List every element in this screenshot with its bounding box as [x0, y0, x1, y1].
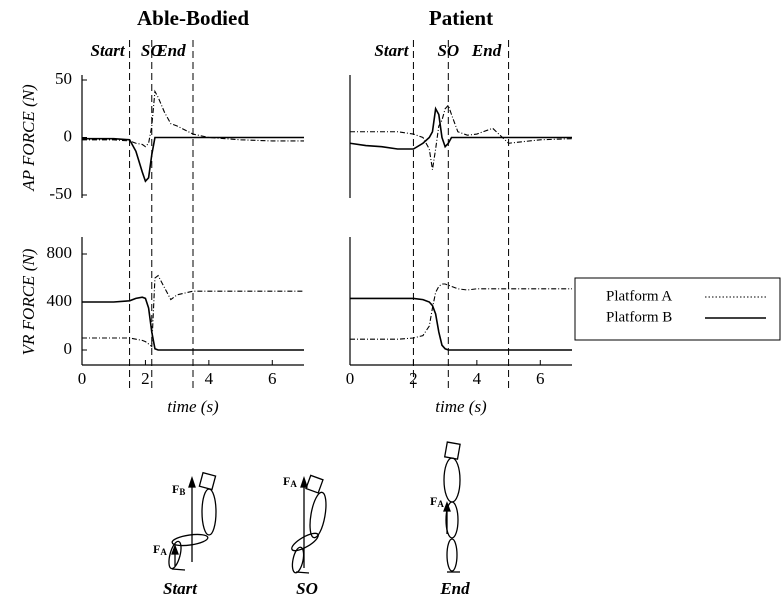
stick-figure: [444, 442, 460, 572]
chart-title: Able-Bodied: [137, 6, 249, 30]
y-tick-label: 800: [47, 243, 73, 262]
event-label: SO: [437, 41, 459, 60]
y-tick-label: -50: [49, 184, 72, 203]
event-label: Start: [374, 41, 409, 60]
stick-figure: [290, 475, 329, 573]
x-tick-label: 4: [205, 369, 214, 388]
x-axis-label: time (s): [167, 397, 219, 416]
force-label: FB: [172, 482, 185, 497]
series-line: [350, 109, 572, 149]
x-tick-label: 2: [409, 369, 418, 388]
figure: Platform A Platform B: [0, 0, 781, 602]
y-axis-label: VR FORCE (N): [19, 248, 38, 355]
event-label: End: [155, 41, 186, 60]
legend: Platform A Platform B: [575, 278, 780, 340]
y-axis-label: AP FORCE (N): [19, 84, 38, 192]
force-label: FA: [430, 494, 444, 509]
legend-label: Platform A: [606, 288, 672, 304]
series-line: [350, 298, 572, 350]
y-tick-label: 0: [64, 126, 73, 145]
x-axis-label: time (s): [435, 397, 487, 416]
x-tick-label: 4: [473, 369, 482, 388]
phase-label: End: [439, 579, 470, 598]
phase-label: SO: [296, 579, 318, 598]
phase-label: Start: [163, 579, 198, 598]
force-label: FA: [283, 474, 297, 489]
illustration: Start SO End FB FA FA FA: [153, 442, 470, 598]
event-label: Start: [91, 41, 126, 60]
x-tick-label: 0: [346, 369, 355, 388]
event-label: End: [471, 41, 502, 60]
x-tick-label: 6: [268, 369, 277, 388]
series-line: [350, 284, 572, 339]
y-tick-label: 50: [55, 69, 72, 88]
force-label: FA: [153, 542, 167, 557]
x-tick-label: 0: [78, 369, 87, 388]
x-tick-label: 2: [141, 369, 150, 388]
y-tick-label: 0: [64, 339, 73, 358]
legend-label: Platform B: [606, 309, 672, 325]
x-tick-label: 6: [536, 369, 545, 388]
y-tick-label: 400: [47, 291, 73, 310]
chart-title: Patient: [429, 6, 493, 30]
